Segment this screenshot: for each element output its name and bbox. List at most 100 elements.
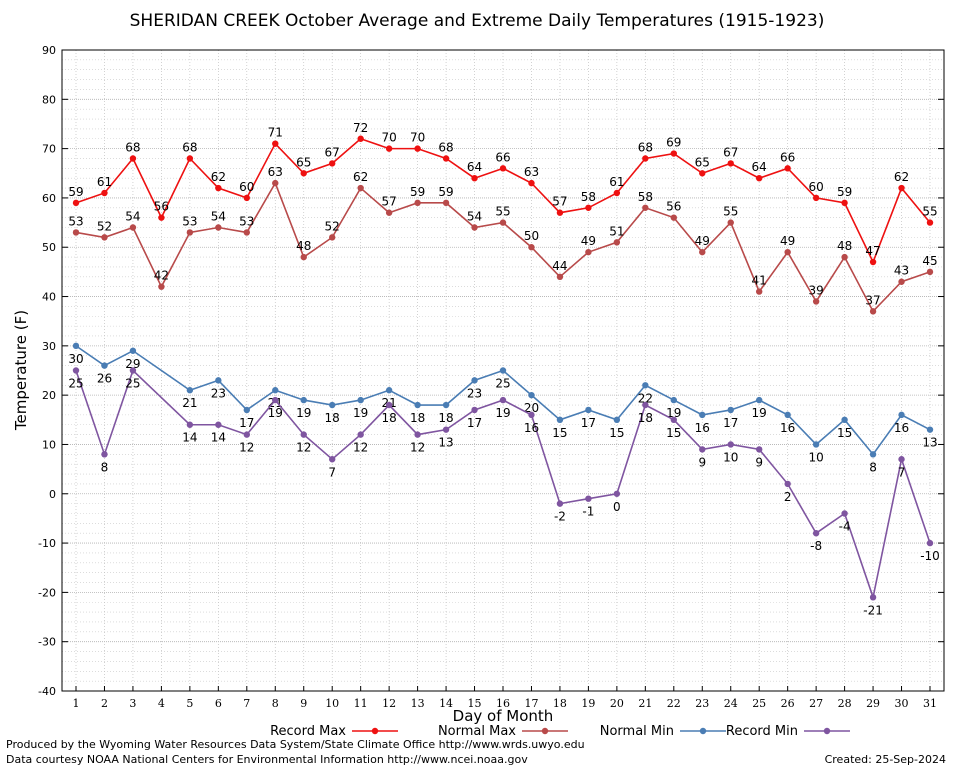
data-label: 65 <box>695 155 710 169</box>
data-point <box>129 347 137 354</box>
data-label: 19 <box>296 406 311 420</box>
data-point <box>499 396 507 404</box>
data-point <box>727 160 734 167</box>
x-tick-label: 6 <box>215 697 222 710</box>
data-label: 47 <box>865 244 880 258</box>
data-point <box>215 184 222 192</box>
series-line <box>75 369 931 601</box>
x-tick-label: 24 <box>724 697 738 710</box>
data-point <box>784 248 791 256</box>
legend-item-normal-max: Normal Max <box>438 724 568 739</box>
data-label: 42 <box>154 269 169 283</box>
data-point <box>129 367 137 374</box>
data-point <box>471 224 478 231</box>
y-tick-label: -10 <box>38 537 56 550</box>
data-label: 12 <box>410 441 425 455</box>
data-point <box>101 451 108 458</box>
data-label: 59 <box>68 185 83 199</box>
data-label: 52 <box>97 219 112 233</box>
data-point <box>727 219 734 226</box>
data-label: 70 <box>410 131 425 145</box>
x-tick-label: 3 <box>129 697 136 710</box>
data-point <box>699 248 706 256</box>
data-point <box>72 367 80 374</box>
data-label: 68 <box>638 140 653 154</box>
data-label: 19 <box>495 406 510 420</box>
data-label: 64 <box>467 160 482 174</box>
data-label: 52 <box>325 219 340 233</box>
data-point <box>784 165 791 172</box>
data-point <box>300 431 307 438</box>
data-label: -8 <box>810 539 822 553</box>
y-tick-label: 80 <box>42 93 56 106</box>
data-point <box>556 416 564 424</box>
data-label: -10 <box>920 549 940 563</box>
series-normal-max: 53 52 54 42 53 54 53 63 48 52 62 57 59 59 54 55 50 44 49 51… <box>68 165 938 315</box>
data-label: 63 <box>268 165 283 179</box>
data-point <box>756 396 763 404</box>
data-label: 18 <box>325 411 340 425</box>
data-point <box>272 140 279 147</box>
x-tick-label: 5 <box>186 697 193 710</box>
x-tick-label: 11 <box>354 697 368 710</box>
data-point <box>841 416 848 424</box>
data-point <box>72 342 80 350</box>
x-tick-label: 15 <box>468 697 482 710</box>
x-tick-label: 17 <box>524 697 538 710</box>
data-point <box>215 224 222 231</box>
data-label: 25 <box>125 377 140 391</box>
legend-item-record-min: Record Min <box>726 724 850 739</box>
data-label: 18 <box>638 411 653 425</box>
y-tick-label: -30 <box>38 636 56 649</box>
data-point <box>414 401 421 409</box>
data-point <box>243 406 250 414</box>
y-tick-label: 20 <box>42 389 56 402</box>
legend-swatch-marker <box>541 727 549 735</box>
data-point <box>642 382 649 389</box>
data-label: 54 <box>125 210 140 224</box>
data-point <box>869 451 877 458</box>
data-point <box>642 155 649 162</box>
data-label: 45 <box>922 254 937 268</box>
data-point <box>812 441 820 448</box>
data-point <box>243 229 250 236</box>
data-point <box>926 426 934 433</box>
data-label: 59 <box>438 185 453 199</box>
data-label: 18 <box>381 411 396 425</box>
data-label: 48 <box>296 239 311 253</box>
data-point <box>357 396 364 404</box>
x-tick-label: 9 <box>300 697 307 710</box>
data-point <box>528 179 535 187</box>
data-label: 50 <box>524 229 539 243</box>
data-point <box>841 510 848 517</box>
x-tick-label: 14 <box>439 697 453 710</box>
series-normal-min: 3026292123172119181921181823252015171522… <box>68 342 938 474</box>
data-point <box>756 175 763 182</box>
y-tick-label: 10 <box>42 438 56 451</box>
data-point <box>898 184 905 192</box>
data-point <box>869 258 877 266</box>
data-point <box>556 209 564 216</box>
data-label: 37 <box>865 293 880 307</box>
data-point <box>756 446 763 453</box>
footer-credit-producer: Produced by the Wyoming Water Resources … <box>6 738 585 751</box>
y-tick-label: 90 <box>42 44 56 57</box>
data-point <box>329 234 336 241</box>
data-point <box>528 244 535 251</box>
data-label: 55 <box>723 205 738 219</box>
data-point <box>385 387 393 394</box>
data-label: 44 <box>552 259 567 273</box>
data-point <box>471 175 478 182</box>
data-point <box>556 273 564 281</box>
x-tick-label: 30 <box>895 697 909 710</box>
x-tick-label: 4 <box>158 697 165 710</box>
data-point <box>215 421 222 428</box>
legend-label: Record Max <box>270 724 346 739</box>
data-label: 19 <box>752 406 767 420</box>
data-point <box>613 189 621 197</box>
data-point <box>442 401 450 409</box>
x-tick-label: 2 <box>101 697 108 710</box>
x-tick-label: 20 <box>610 697 624 710</box>
data-label: 21 <box>182 396 197 410</box>
data-label: 17 <box>581 416 596 430</box>
